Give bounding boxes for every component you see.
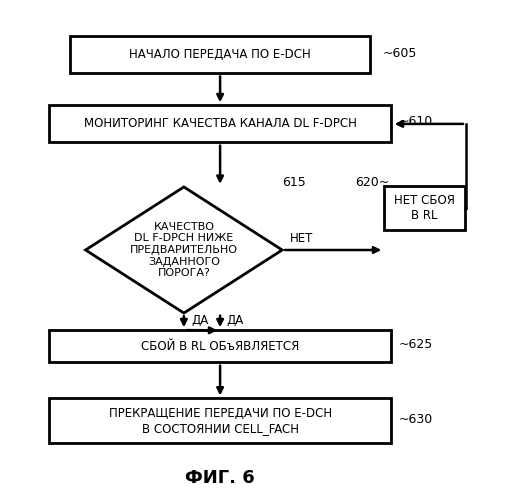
FancyBboxPatch shape bbox=[70, 36, 370, 73]
FancyBboxPatch shape bbox=[49, 398, 391, 443]
Text: ПРЕКРАЩЕНИЕ ПЕРЕДАЧИ ПО E-DCH
В СОСТОЯНИИ CELL_FACH: ПРЕКРАЩЕНИЕ ПЕРЕДАЧИ ПО E-DCH В СОСТОЯНИ… bbox=[109, 406, 332, 434]
Text: ДА: ДА bbox=[226, 314, 244, 327]
Text: 620~: 620~ bbox=[355, 176, 389, 189]
Text: НЕТ: НЕТ bbox=[290, 232, 313, 245]
Text: 615: 615 bbox=[282, 176, 306, 189]
Text: ФИГ. 6: ФИГ. 6 bbox=[185, 470, 255, 488]
Text: НАЧАЛО ПЕРЕДАЧА ПО E-DCH: НАЧАЛО ПЕРЕДАЧА ПО E-DCH bbox=[129, 48, 311, 61]
Text: ~625: ~625 bbox=[399, 338, 433, 351]
Text: ДА: ДА bbox=[191, 314, 209, 327]
Text: СБОЙ В RL ОБъЯВЛЯЕТСЯ: СБОЙ В RL ОБъЯВЛЯЕТСЯ bbox=[141, 340, 299, 353]
Text: КАЧЕСТВО
DL F-DPCH НИЖЕ
ПРЕДВАРИТЕЛЬНО
ЗАДАННОГО
ПОРОГА?: КАЧЕСТВО DL F-DPCH НИЖЕ ПРЕДВАРИТЕЛЬНО З… bbox=[130, 222, 238, 278]
Text: ~630: ~630 bbox=[399, 412, 433, 426]
Text: НЕТ СБОЯ
В RL: НЕТ СБОЯ В RL bbox=[394, 194, 455, 222]
FancyBboxPatch shape bbox=[49, 330, 391, 362]
Text: ~605: ~605 bbox=[383, 46, 417, 60]
FancyBboxPatch shape bbox=[49, 106, 391, 142]
Text: ~610: ~610 bbox=[399, 115, 433, 128]
Text: МОНИТОРИНГ КАЧЕСТВА КАНАЛА DL F-DPCH: МОНИТОРИНГ КАЧЕСТВА КАНАЛА DL F-DPCH bbox=[84, 118, 357, 130]
FancyBboxPatch shape bbox=[384, 186, 464, 230]
Polygon shape bbox=[86, 187, 282, 313]
